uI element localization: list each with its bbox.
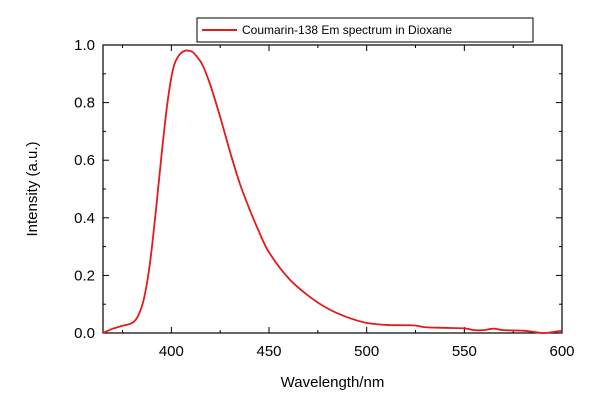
y-tick-label: 0.0	[74, 325, 95, 342]
x-tick-label: 500	[354, 343, 379, 360]
plot-area	[102, 44, 563, 334]
legend-box	[196, 17, 534, 43]
y-tick-label: 0.2	[74, 267, 95, 284]
legend: Coumarin-138 Em spectrum in Dioxane	[196, 17, 534, 43]
y-tick-label: 0.8	[74, 95, 95, 112]
y-axis-label: Intensity (a.u.)	[24, 141, 41, 236]
legend-entry-label: Coumarin-138 Em spectrum in Dioxane	[242, 23, 452, 37]
y-tick-label: 1.0	[74, 37, 95, 54]
y-axis: 0.0 0.2 0.4 0.6 0.8 1.0	[74, 37, 562, 342]
x-tick-label: 600	[549, 343, 574, 360]
x-tick-label: 400	[159, 343, 184, 360]
series-line-0	[102, 49, 563, 334]
x-axis: 400 450 500 550 600	[122, 45, 575, 360]
y-tick-label: 0.4	[74, 210, 95, 227]
y-tick-label: 0.6	[74, 152, 95, 169]
series-layer	[102, 49, 563, 334]
x-tick-label: 550	[452, 343, 477, 360]
x-axis-label: Wavelength/nm	[281, 374, 385, 391]
x-tick-label: 450	[257, 343, 282, 360]
plot-frame	[102, 44, 563, 334]
